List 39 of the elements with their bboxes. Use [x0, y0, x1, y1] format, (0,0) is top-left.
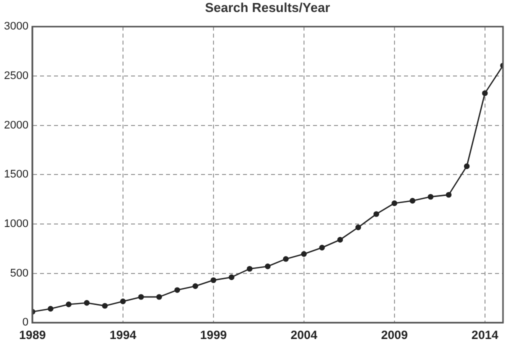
point [301, 251, 307, 257]
point [428, 194, 434, 200]
y-tick-label: 0 [22, 316, 28, 329]
point [264, 264, 271, 270]
point [282, 256, 289, 262]
x-tick-label: 2004 [290, 328, 318, 342]
y-tick-label: 1000 [4, 218, 28, 230]
point [48, 306, 54, 312]
x-tick-label: 1999 [200, 328, 228, 342]
point [392, 200, 398, 206]
point [337, 236, 343, 243]
point [482, 90, 488, 96]
point [373, 211, 380, 217]
point [464, 163, 470, 170]
point [210, 277, 216, 284]
point [246, 266, 252, 272]
point [228, 274, 234, 280]
y-tick-label: 2500 [4, 70, 28, 82]
x-tick-label: 1989 [19, 328, 46, 342]
point [102, 302, 108, 309]
y-tick-label: 2000 [4, 119, 28, 132]
x-tick-label: 2014 [472, 328, 499, 342]
point [156, 294, 162, 300]
y-tick-label: 500 [10, 267, 28, 280]
point [410, 198, 416, 204]
point [66, 301, 72, 308]
point [174, 287, 180, 293]
y-tick-label: 1500 [4, 168, 28, 181]
chart-title: Search Results/Year [204, 0, 332, 16]
point [446, 192, 452, 198]
x-tick-label: 2009 [381, 328, 408, 342]
point [84, 300, 90, 306]
point [138, 294, 144, 300]
point [120, 298, 126, 304]
point [192, 283, 198, 289]
point [319, 244, 325, 250]
point [355, 224, 362, 230]
y-tick-label: 3000 [4, 20, 28, 33]
x-tick-label: 1994 [110, 328, 137, 342]
